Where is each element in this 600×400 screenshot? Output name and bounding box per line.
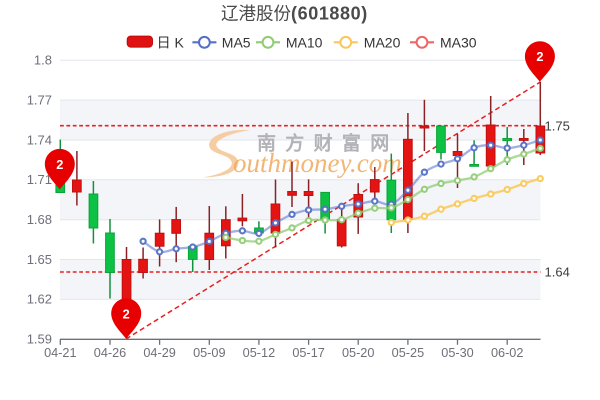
- svg-text:1.65: 1.65: [27, 252, 52, 267]
- svg-text:05-17: 05-17: [292, 346, 324, 360]
- svg-text:K: K: [175, 35, 185, 51]
- svg-text:1.62: 1.62: [27, 292, 52, 307]
- svg-text:05-12: 05-12: [243, 346, 275, 360]
- svg-text:1.59: 1.59: [27, 332, 52, 347]
- svg-text:1.71: 1.71: [27, 172, 52, 187]
- svg-text:06-02: 06-02: [491, 346, 523, 360]
- svg-text:05-25: 05-25: [392, 346, 424, 360]
- svg-text:04-29: 04-29: [143, 346, 175, 360]
- svg-text:2: 2: [123, 306, 130, 321]
- svg-text:05-30: 05-30: [441, 346, 473, 360]
- svg-text:MA10: MA10: [286, 35, 323, 51]
- svg-text:outhmoney.com: outhmoney.com: [233, 148, 402, 178]
- svg-text:1.74: 1.74: [27, 132, 52, 147]
- svg-text:南方财富网: 南方财富网: [257, 132, 399, 155]
- svg-text:04-26: 04-26: [94, 346, 126, 360]
- svg-text:1.77: 1.77: [27, 92, 52, 107]
- svg-text:1.64: 1.64: [545, 265, 570, 280]
- svg-text:辽港股份(601880): 辽港股份(601880): [221, 4, 368, 24]
- svg-text:日: 日: [157, 35, 171, 51]
- svg-text:05-20: 05-20: [342, 346, 374, 360]
- svg-text:MA20: MA20: [364, 35, 401, 51]
- svg-text:MA30: MA30: [440, 35, 477, 51]
- svg-text:04-21: 04-21: [44, 346, 76, 360]
- svg-text:1.8: 1.8: [34, 53, 52, 68]
- svg-text:2: 2: [56, 157, 63, 172]
- svg-text:1.68: 1.68: [27, 212, 52, 227]
- svg-text:05-09: 05-09: [193, 346, 225, 360]
- svg-text:2: 2: [536, 49, 543, 64]
- svg-text:MA5: MA5: [222, 35, 251, 51]
- svg-text:1.75: 1.75: [545, 119, 570, 134]
